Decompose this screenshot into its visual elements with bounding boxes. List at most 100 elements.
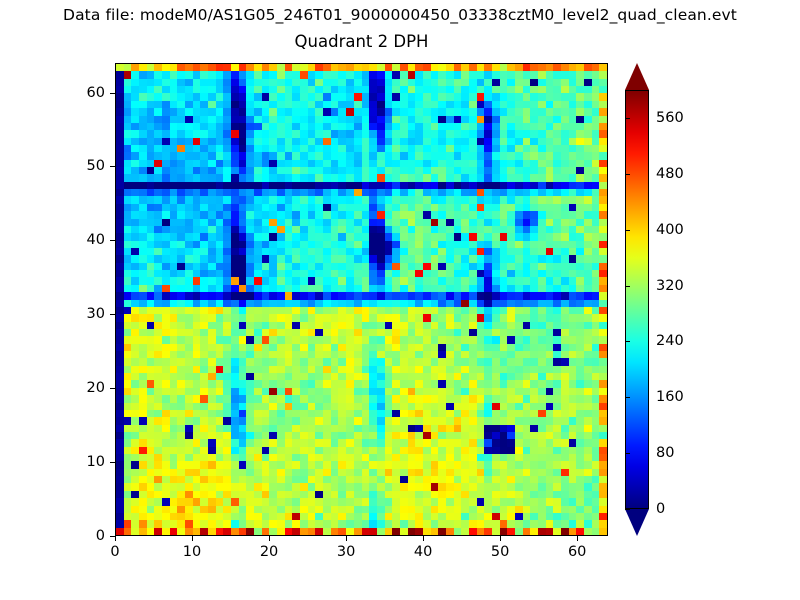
- heatmap-cell: [346, 218, 354, 226]
- heatmap-cell: [192, 122, 201, 131]
- heatmap-cell: [461, 461, 469, 469]
- heatmap-cell: [185, 424, 193, 432]
- heatmap-cell: [123, 78, 132, 87]
- heatmap-cell: [568, 284, 577, 293]
- heatmap-cell: [346, 328, 354, 337]
- heatmap-cell: [231, 358, 239, 366]
- heatmap-cell: [445, 431, 454, 440]
- heatmap-cell: [246, 314, 255, 322]
- heatmap-cell: [346, 380, 354, 388]
- heatmap-cell: [123, 483, 132, 491]
- y-tick: [110, 536, 115, 537]
- heatmap-cell: [537, 505, 546, 513]
- heatmap-cell: [123, 277, 132, 285]
- heatmap-cell: [384, 343, 393, 352]
- heatmap-cell: [438, 78, 446, 87]
- heatmap-cell: [415, 233, 423, 241]
- heatmap-cell: [116, 284, 124, 293]
- heatmap-cell: [553, 431, 561, 440]
- heatmap-cell: [284, 358, 293, 366]
- heatmap-cell: [277, 512, 285, 521]
- heatmap-cell: [430, 431, 439, 440]
- heatmap-cell: [576, 137, 584, 145]
- heatmap-cell: [215, 343, 224, 352]
- heatmap-cell: [246, 520, 255, 528]
- heatmap-cell: [238, 122, 247, 131]
- heatmap-cell: [507, 490, 515, 499]
- heatmap-cell: [415, 373, 423, 381]
- heatmap-cell: [254, 262, 262, 271]
- heatmap-cell: [123, 218, 132, 226]
- heatmap-axes[interactable]: [115, 63, 608, 536]
- heatmap-cell: [430, 270, 439, 278]
- heatmap-cell: [369, 417, 377, 425]
- heatmap-cell: [445, 417, 454, 425]
- heatmap-cell: [223, 402, 232, 410]
- heatmap-cell: [154, 402, 163, 410]
- heatmap-cell: [246, 247, 255, 256]
- heatmap-cell: [376, 196, 385, 204]
- heatmap-cell: [468, 395, 477, 403]
- heatmap-cell: [376, 365, 385, 374]
- heatmap-cell: [246, 365, 255, 374]
- heatmap-cell: [254, 468, 262, 477]
- y-tick-label: 50: [86, 158, 105, 175]
- heatmap-cell: [461, 520, 469, 528]
- heatmap-cell: [530, 189, 538, 197]
- heatmap-cell: [568, 211, 577, 219]
- heatmap-cell: [399, 424, 408, 432]
- heatmap-cell: [384, 144, 393, 153]
- heatmap-cell: [537, 373, 546, 381]
- heatmap-cell: [461, 174, 469, 182]
- heatmap-cell: [568, 417, 577, 425]
- heatmap-cell: [530, 64, 538, 72]
- heatmap-cell: [200, 476, 209, 484]
- heatmap-cell: [376, 108, 385, 116]
- heatmap-cell: [215, 314, 224, 322]
- heatmap-cell: [568, 505, 577, 513]
- heatmap-cell: [415, 328, 423, 337]
- heatmap-cell: [215, 284, 224, 293]
- heatmap-cell: [522, 446, 531, 455]
- heatmap-image[interactable]: [116, 64, 607, 535]
- heatmap-cell: [583, 365, 592, 374]
- heatmap-cell: [246, 490, 255, 499]
- heatmap-cell: [445, 527, 454, 535]
- heatmap-cell: [415, 78, 423, 87]
- heatmap-cell: [330, 490, 339, 499]
- heatmap-cell: [369, 299, 377, 307]
- heatmap-cell: [353, 86, 362, 94]
- heatmap-cell: [238, 446, 247, 455]
- heatmap-cell: [376, 417, 385, 425]
- heatmap-cell: [599, 365, 607, 374]
- heatmap-cell: [415, 439, 423, 447]
- heatmap-cell: [315, 409, 324, 418]
- heatmap-cell: [422, 203, 431, 212]
- heatmap-cell: [514, 527, 523, 535]
- heatmap-cell: [139, 240, 147, 248]
- heatmap-cell: [545, 292, 554, 300]
- colorbar[interactable]: [625, 63, 649, 536]
- heatmap-cell: [346, 100, 354, 109]
- heatmap-cell: [461, 490, 469, 499]
- heatmap-cell: [215, 498, 224, 506]
- heatmap-cell: [162, 328, 170, 337]
- heatmap-cell: [361, 115, 370, 123]
- heatmap-cell: [514, 424, 523, 432]
- heatmap-cell: [223, 86, 232, 94]
- heatmap-cell: [376, 277, 385, 285]
- x-tick-label: 20: [259, 544, 279, 560]
- heatmap-cell: [231, 490, 239, 499]
- heatmap-cell: [146, 454, 155, 462]
- heatmap-cell: [238, 431, 247, 440]
- heatmap-cell: [146, 270, 155, 278]
- heatmap-cell: [146, 122, 155, 131]
- heatmap-cell: [591, 431, 600, 440]
- heatmap-cell: [300, 365, 308, 374]
- heatmap-cell: [453, 189, 462, 197]
- heatmap-cell: [231, 108, 239, 116]
- heatmap-cell: [599, 380, 607, 388]
- heatmap-cell: [116, 159, 124, 168]
- heatmap-cell: [507, 476, 515, 484]
- heatmap-cell: [553, 321, 561, 329]
